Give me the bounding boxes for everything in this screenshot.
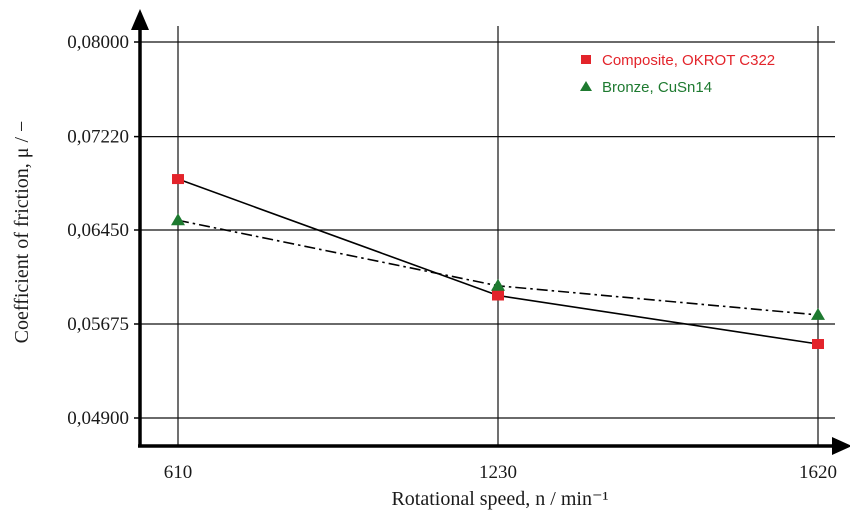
y-tick-label: 0,06450 [67,220,129,241]
y-tick-label: 0,04900 [67,408,129,429]
x-tick-label: 1620 [799,462,837,483]
legend-marker-square [581,55,591,64]
y-tick-label: 0,08000 [67,32,129,53]
data-point-triangle [171,213,185,226]
data-point-triangle [491,278,505,291]
y-tick-label: 0,07220 [67,127,129,148]
data-point-square [172,174,184,185]
x-tick-label: 610 [164,462,193,483]
tick-labels: 0,04900 0,05675 0,06450 0,07220 0,08000 610 12… [67,32,837,483]
axes [131,9,850,455]
legend-marker-triangle [580,81,592,91]
data-point-square [812,339,824,350]
data-point-triangle [811,307,825,320]
grid-lines [134,26,835,446]
legend: Composite, OKROT C322 Bronze, CuSn14 [580,52,775,96]
x-axis-title: Rotational speed, n / min⁻¹ [391,488,608,510]
y-axis-arrow [131,9,149,30]
legend-label: Composite, OKROT C322 [602,52,775,69]
x-tick-label: 1230 [479,462,517,483]
legend-label: Bronze, CuSn14 [602,79,712,96]
data-point-square [492,290,504,301]
data-series [171,174,825,350]
y-axis-title: Coefficient of friction, μ / − [11,121,33,344]
x-axis-arrow [832,437,850,455]
y-tick-label: 0,05675 [67,314,129,335]
